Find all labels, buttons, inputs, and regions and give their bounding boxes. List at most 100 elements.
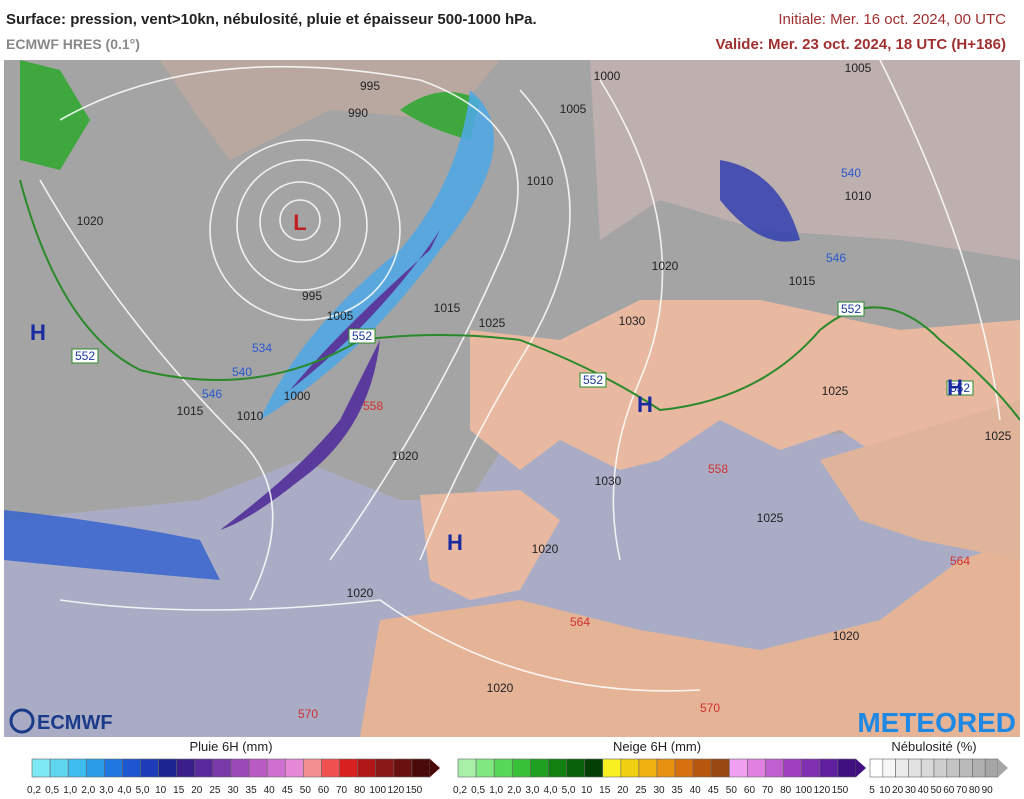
legend-label: 3,0	[99, 785, 113, 796]
thickness-label-box	[946, 380, 974, 396]
isobar-label: 1015	[789, 274, 816, 288]
legend-label: 2,0	[507, 785, 521, 796]
legend-label: 50	[930, 785, 942, 796]
thickness-label: 558	[708, 462, 728, 476]
legend-label: 10	[879, 785, 891, 796]
thickness-label: 564	[570, 615, 590, 629]
legend-swatch	[248, 758, 268, 778]
legend-label: 10	[581, 785, 593, 796]
legend-swatch	[710, 758, 730, 778]
logo-right: METEORED	[857, 707, 1016, 738]
thickness-label: 570	[700, 701, 720, 715]
legend-swatch	[393, 758, 413, 778]
title: Surface: pression, vent>10kn, nébulosité…	[6, 11, 537, 28]
rain-area	[4, 510, 220, 580]
legend-arrow	[856, 759, 866, 777]
isobar-label: 1030	[595, 474, 622, 488]
legend-label: 45	[708, 785, 720, 796]
snow-area	[400, 92, 480, 140]
isobar-label: 1020	[392, 449, 419, 463]
land-iberia	[420, 490, 560, 600]
legend-label: 0,2	[27, 785, 41, 796]
legend-label: 60	[943, 785, 955, 796]
isobar-label: 1000	[594, 69, 621, 83]
legend-arrow	[430, 759, 440, 777]
thickness-label-box	[348, 328, 376, 344]
isobar-label: 1020	[652, 259, 679, 273]
legend-label: 0,5	[471, 785, 485, 796]
legend-swatch	[602, 758, 622, 778]
isobar-label: 1015	[177, 404, 204, 418]
legend-swatch	[176, 758, 196, 778]
legend-swatch	[122, 758, 141, 778]
isobar-label: 1020	[487, 681, 514, 695]
legend-label: 40	[918, 785, 930, 796]
legend-label: 4,0	[544, 785, 558, 796]
isobar-label: 1025	[757, 511, 784, 525]
thickness-label: 552	[583, 373, 603, 387]
legend-swatch	[548, 758, 567, 778]
legend-label: 45	[282, 785, 294, 796]
legend-swatch	[140, 758, 159, 778]
snow-area	[20, 60, 90, 170]
thickness-label: 546	[202, 387, 222, 401]
isobar-label: 1025	[822, 384, 849, 398]
legend-swatch	[908, 758, 922, 778]
legend-label: 100	[369, 785, 386, 796]
legend-swatch	[457, 758, 477, 778]
legend-label: 10	[155, 785, 167, 796]
legend-swatch	[692, 758, 712, 778]
legend-label: 120	[813, 785, 830, 796]
legend-label: 70	[336, 785, 348, 796]
legend-swatch	[212, 758, 232, 778]
legend-title: Pluie 6H (mm)	[189, 739, 272, 754]
legend-swatch	[819, 758, 839, 778]
legend-swatch	[895, 758, 909, 778]
thickness-label: 564	[950, 554, 970, 568]
legend-swatch	[584, 758, 604, 778]
land-africa	[360, 540, 1020, 737]
isobar-label: 1020	[833, 629, 860, 643]
isobar-label: 1030	[619, 314, 646, 328]
logo-left: ECMWF	[9, 708, 113, 734]
isobar-label: 1015	[434, 301, 461, 315]
legend-label: 50	[726, 785, 738, 796]
thickness-label: 540	[841, 166, 861, 180]
isobar-label: 990	[348, 106, 368, 120]
legend-swatch	[674, 758, 694, 778]
legend-label: 5,0	[136, 785, 150, 796]
legend-swatch	[984, 758, 999, 778]
legend-label: 15	[173, 785, 185, 796]
legend-label: 150	[832, 785, 849, 796]
thickness-label: 552	[75, 349, 95, 363]
pressure-center: H	[447, 530, 463, 555]
legend-label: 70	[956, 785, 968, 796]
thickness-552-line	[19, 179, 1020, 421]
map: 995 990 1000 1005 1005 1010 1020 1020 1015 995 101…	[4, 60, 1020, 737]
legend-title: Nébulosité (%)	[891, 739, 976, 754]
legend-swatch	[475, 758, 495, 778]
legend-swatch	[67, 758, 87, 778]
logo-mark	[9, 708, 35, 734]
legend-label: 150	[406, 785, 423, 796]
legend-swatch	[729, 758, 748, 778]
legend-label: 1,0	[63, 785, 77, 796]
legend-swatch	[566, 758, 585, 778]
legend-label: 60	[744, 785, 756, 796]
legend-swatch	[104, 758, 123, 778]
pressure-center: L	[293, 210, 306, 235]
isobar-label: 1000	[284, 389, 311, 403]
legend-swatch	[747, 758, 766, 778]
thickness-label-box	[579, 372, 607, 388]
thickness-label: 552	[352, 329, 372, 343]
legend-label: 50	[300, 785, 312, 796]
legend-title: Neige 6H (mm)	[613, 739, 701, 754]
legend-label: 4,0	[118, 785, 132, 796]
legend-swatch	[801, 758, 821, 778]
legend-swatch	[49, 758, 69, 778]
legend-label: 35	[672, 785, 684, 796]
land-europe	[470, 300, 1020, 480]
isobar-label: 1005	[560, 102, 587, 116]
legend-swatch	[266, 758, 286, 778]
legend-label: 40	[690, 785, 702, 796]
